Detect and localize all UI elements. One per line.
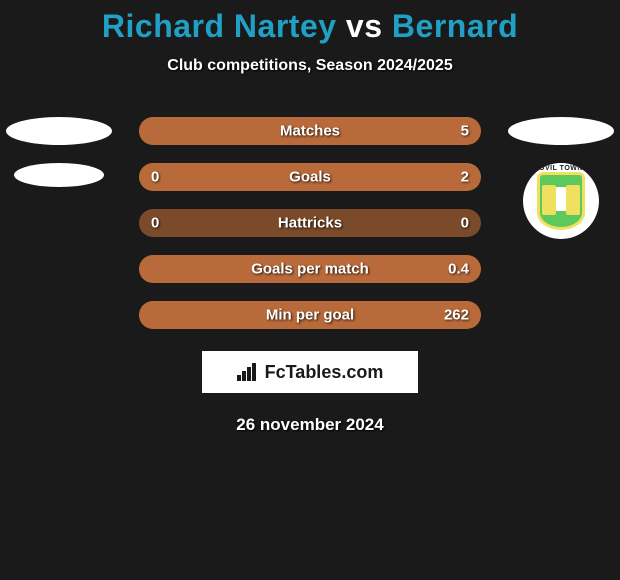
right-club-crest: OVIL TOWN <box>523 163 599 239</box>
stat-value-right: 5 <box>461 123 469 140</box>
stat-row: Matches5 <box>139 117 481 145</box>
stat-label: Matches <box>139 123 481 140</box>
crest-shield <box>537 172 585 230</box>
stat-row: 0Hattricks0 <box>139 209 481 237</box>
stat-label: Hattricks <box>139 215 481 232</box>
subtitle: Club competitions, Season 2024/2025 <box>0 57 620 75</box>
left-club-badge-1 <box>6 117 112 145</box>
player1-name: Richard Nartey <box>102 8 337 44</box>
stat-value-right: 262 <box>444 307 469 324</box>
crest-lion-left <box>542 185 556 215</box>
crest-lion-right <box>566 185 580 215</box>
left-badge-column <box>4 117 114 187</box>
right-club-badge-1 <box>508 117 614 145</box>
crest-arc-text: OVIL TOWN <box>523 165 599 172</box>
stat-row: 0Goals2 <box>139 163 481 191</box>
brand-text: FcTables.com <box>265 362 384 383</box>
brand-bars-icon <box>237 363 259 381</box>
stat-value-right: 0.4 <box>448 261 469 278</box>
stat-label: Goals <box>139 169 481 186</box>
stat-row: Goals per match0.4 <box>139 255 481 283</box>
content-area: OVIL TOWN Matches50Goals20Hattricks0Goal… <box>0 117 620 329</box>
comparison-title: Richard Nartey vs Bernard <box>0 0 620 45</box>
stat-bars: Matches50Goals20Hattricks0Goals per matc… <box>139 117 481 329</box>
vs-text: vs <box>346 8 383 44</box>
stat-row: Min per goal262 <box>139 301 481 329</box>
stat-value-right: 2 <box>461 169 469 186</box>
stat-value-right: 0 <box>461 215 469 232</box>
crest-tower <box>556 187 566 211</box>
stat-label: Min per goal <box>139 307 481 324</box>
left-club-badge-2 <box>14 163 104 187</box>
stat-label: Goals per match <box>139 261 481 278</box>
footer-date: 26 november 2024 <box>0 415 620 435</box>
brand-box: FcTables.com <box>202 351 418 393</box>
right-badge-column: OVIL TOWN <box>506 117 616 239</box>
player2-name: Bernard <box>392 8 518 44</box>
